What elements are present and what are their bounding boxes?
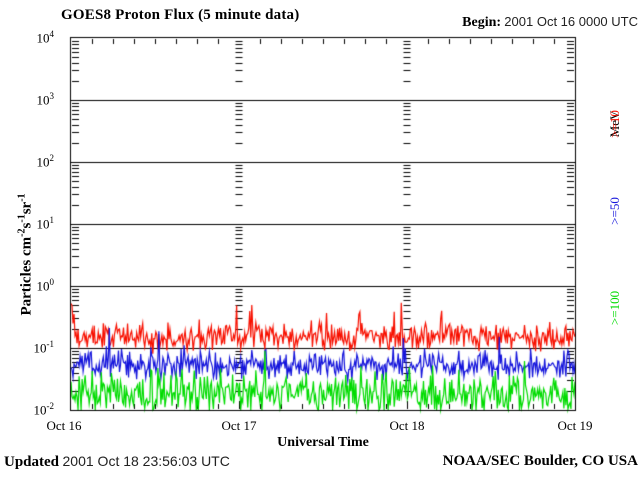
updated-timestamp: Updated 2001 Oct 18 23:56:03 UTC: [4, 453, 230, 471]
y-tick-label-1e1: 101: [36, 215, 55, 232]
x-tick-label-oct-16: Oct 16: [46, 418, 82, 433]
y-tick-label-1e-1: 10-1: [33, 339, 55, 356]
y-tick-label-1e0: 100: [36, 277, 55, 294]
series-label-ge50: >=50: [607, 197, 622, 225]
series-label-ge10: >=10: [607, 110, 622, 138]
x-axis-label: Universal Time: [277, 435, 369, 450]
y-tick-label-1e3: 103: [36, 91, 55, 108]
updated-value: 2001 Oct 18 23:56:03 UTC: [62, 453, 230, 469]
credit-text: NOAA/SEC Boulder, CO USA: [442, 453, 638, 469]
y-tick-label-1e-2: 10-2: [33, 401, 55, 418]
updated-label: Updated: [4, 454, 60, 470]
begin-timestamp: Begin: 2001 Oct 16 0000 UTC: [462, 14, 638, 31]
x-tick-label-oct-18: Oct 18: [389, 418, 425, 433]
series-label-ge100: >=100: [607, 290, 622, 326]
begin-label: Begin:: [462, 15, 502, 30]
y-tick-label-1e2: 102: [36, 153, 55, 170]
y-tick-label-1e4: 104: [36, 29, 55, 46]
begin-value: 2001 Oct 16 0000 UTC: [504, 14, 638, 29]
x-tick-label-oct-19: Oct 19: [557, 418, 593, 433]
chart-title: GOES8 Proton Flux (5 minute data): [61, 7, 300, 23]
y-axis-label: Particles cm-2s-1sr-1: [16, 193, 35, 316]
x-tick-label-oct-17: Oct 17: [221, 418, 257, 433]
